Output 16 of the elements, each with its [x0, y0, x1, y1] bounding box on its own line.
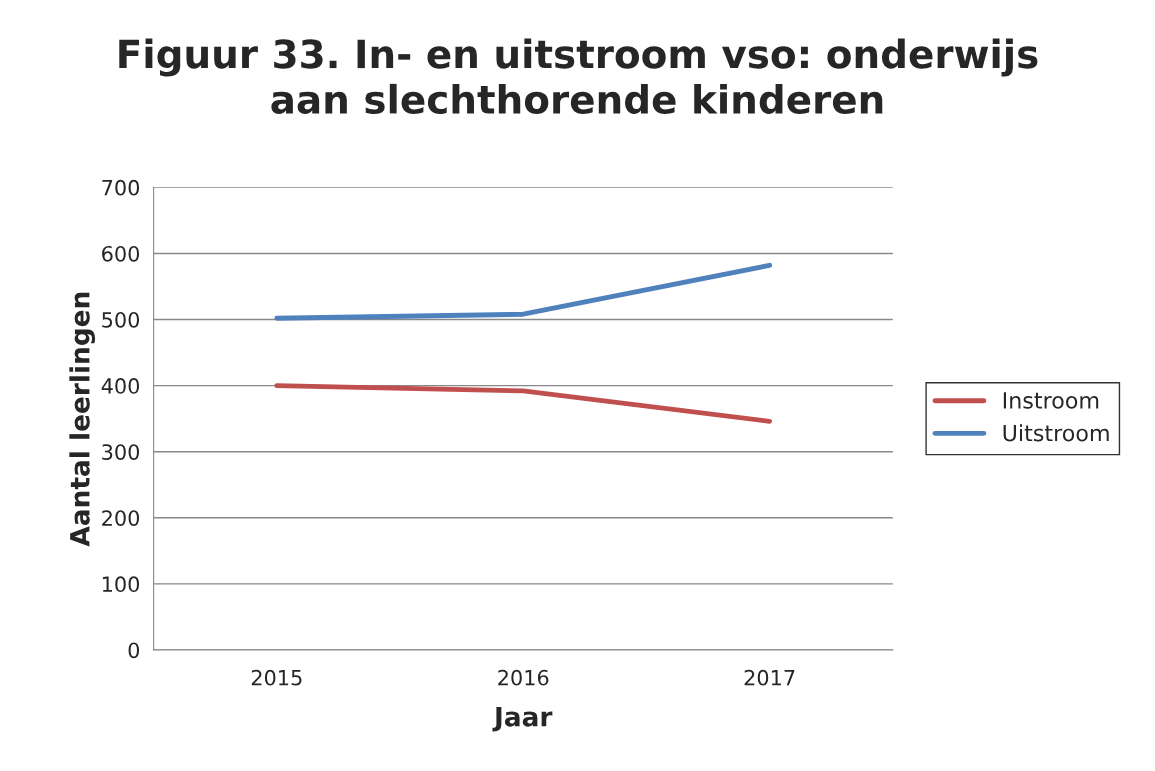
y-tick-label: 500 [102, 311, 140, 328]
y-tick-label: 300 [102, 444, 140, 460]
x-axis-title: Jaar [492, 707, 553, 732]
legend-label: Instroom [1003, 392, 1099, 409]
y-tick-label: 200 [102, 510, 140, 526]
y-tick-label: 0 [128, 642, 140, 659]
y-tick-label: 600 [102, 245, 140, 262]
y-tick-label: 400 [101, 378, 140, 394]
legend-label: Uitstroom [1003, 424, 1109, 442]
x-tick-label: 2017 [744, 669, 795, 686]
chart-title: Figuur 33. In- en uitstroom vso: onderwijs aan slechthorende kinderen [119, 38, 1038, 114]
x-tick-label: 2016 [498, 669, 549, 686]
y-tick-label: 700 [102, 179, 140, 196]
y-tick-label: 100 [102, 576, 140, 593]
x-tick-label: 2015 [251, 669, 302, 686]
y-axis-title: Aantal leerlingen [69, 292, 96, 547]
